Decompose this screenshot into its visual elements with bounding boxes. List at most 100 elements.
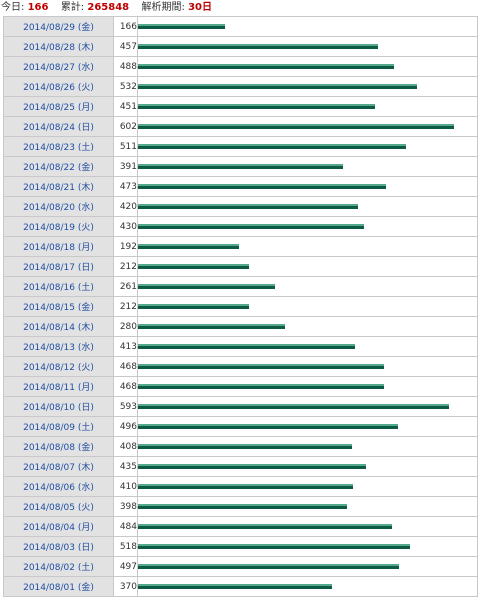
count-cell: 488 (113, 56, 138, 77)
table-row: 2014/08/27 (水) 488 (3, 56, 478, 77)
date-link[interactable]: 2014/08/04 (月) (23, 523, 94, 533)
bar-cell (137, 316, 478, 337)
table-row: 2014/08/24 (日) 602 (3, 116, 478, 137)
today-count: 166 (27, 2, 49, 13)
count-cell: 473 (113, 176, 138, 197)
count-cell: 532 (113, 76, 138, 97)
table-row: 2014/08/19 (火) 430 (3, 216, 478, 237)
period-label: 解析期間: (141, 2, 185, 13)
count-cell: 410 (113, 476, 138, 497)
access-summary: 今日: 166 累計: 265848 解析期間: 30日 (1, 1, 212, 15)
bar-cell (137, 336, 478, 357)
date-link[interactable]: 2014/08/08 (金) (23, 443, 94, 453)
date-link[interactable]: 2014/08/20 (水) (23, 203, 94, 213)
count-cell: 457 (113, 36, 138, 57)
count-cell: 413 (113, 336, 138, 357)
date-link[interactable]: 2014/08/12 (火) (23, 363, 94, 373)
count-bar (138, 204, 358, 209)
count-cell: 261 (113, 276, 138, 297)
date-link[interactable]: 2014/08/06 (水) (23, 483, 94, 493)
bar-cell (137, 36, 478, 57)
date-link[interactable]: 2014/08/03 (日) (23, 543, 94, 553)
bar-cell (137, 416, 478, 437)
date-link[interactable]: 2014/08/23 (土) (23, 143, 94, 153)
count-bar (138, 304, 249, 309)
bar-cell (137, 356, 478, 377)
date-link[interactable]: 2014/08/25 (月) (23, 103, 94, 113)
bar-cell (137, 556, 478, 577)
date-link[interactable]: 2014/08/02 (土) (23, 563, 94, 573)
count-cell: 602 (113, 116, 138, 137)
date-cell: 2014/08/25 (月) (3, 96, 114, 117)
total-label: 累計: (60, 2, 85, 13)
table-row: 2014/08/14 (木) 280 (3, 316, 478, 337)
bar-cell (137, 376, 478, 397)
date-link[interactable]: 2014/08/21 (木) (23, 183, 94, 193)
date-cell: 2014/08/20 (水) (3, 196, 114, 217)
date-link[interactable]: 2014/08/19 (火) (23, 223, 94, 233)
date-link[interactable]: 2014/08/01 (金) (23, 583, 94, 593)
bar-cell (137, 196, 478, 217)
table-row: 2014/08/26 (火) 532 (3, 76, 478, 97)
bar-cell (137, 496, 478, 517)
table-row: 2014/08/17 (日) 212 (3, 256, 478, 277)
bar-cell (137, 456, 478, 477)
count-bar (138, 64, 394, 69)
date-link[interactable]: 2014/08/13 (水) (23, 343, 94, 353)
table-row: 2014/08/12 (火) 468 (3, 356, 478, 377)
date-link[interactable]: 2014/08/05 (火) (23, 503, 94, 513)
date-link[interactable]: 2014/08/11 (月) (23, 383, 94, 393)
bar-cell (137, 96, 478, 117)
count-bar (138, 104, 375, 109)
date-link[interactable]: 2014/08/10 (日) (23, 403, 94, 413)
count-bar (138, 404, 449, 409)
count-bar (138, 504, 347, 509)
table-row: 2014/08/22 (金) 391 (3, 156, 478, 177)
count-cell: 593 (113, 396, 138, 417)
table-row: 2014/08/02 (土) 497 (3, 556, 478, 577)
count-cell: 398 (113, 496, 138, 517)
date-link[interactable]: 2014/08/29 (金) (23, 23, 94, 33)
date-cell: 2014/08/17 (日) (3, 256, 114, 277)
count-cell: 280 (113, 316, 138, 337)
count-cell: 166 (113, 16, 138, 37)
count-bar (138, 324, 285, 329)
count-bar (138, 524, 392, 529)
count-cell: 370 (113, 576, 138, 597)
table-row: 2014/08/13 (水) 413 (3, 336, 478, 357)
bar-cell (137, 156, 478, 177)
date-link[interactable]: 2014/08/14 (木) (23, 323, 94, 333)
count-cell: 435 (113, 456, 138, 477)
date-cell: 2014/08/02 (土) (3, 556, 114, 577)
date-link[interactable]: 2014/08/26 (火) (23, 83, 94, 93)
count-bar (138, 544, 410, 549)
date-link[interactable]: 2014/08/09 (土) (23, 423, 94, 433)
date-link[interactable]: 2014/08/28 (木) (23, 43, 94, 53)
count-cell: 496 (113, 416, 138, 437)
table-row: 2014/08/11 (月) 468 (3, 376, 478, 397)
date-link[interactable]: 2014/08/24 (日) (23, 123, 94, 133)
date-cell: 2014/08/07 (木) (3, 456, 114, 477)
date-cell: 2014/08/06 (水) (3, 476, 114, 497)
date-cell: 2014/08/09 (土) (3, 416, 114, 437)
bar-cell (137, 56, 478, 77)
count-bar (138, 24, 225, 29)
date-link[interactable]: 2014/08/22 (金) (23, 163, 94, 173)
table-row: 2014/08/25 (月) 451 (3, 96, 478, 117)
date-link[interactable]: 2014/08/18 (月) (23, 243, 94, 253)
date-link[interactable]: 2014/08/17 (日) (23, 263, 94, 273)
date-cell: 2014/08/11 (月) (3, 376, 114, 397)
count-bar (138, 284, 275, 289)
date-cell: 2014/08/04 (月) (3, 516, 114, 537)
date-link[interactable]: 2014/08/15 (金) (23, 303, 94, 313)
count-bar (138, 464, 366, 469)
table-row: 2014/08/01 (金) 370 (3, 576, 478, 597)
date-link[interactable]: 2014/08/16 (土) (23, 283, 94, 293)
date-link[interactable]: 2014/08/07 (木) (23, 463, 94, 473)
bar-cell (137, 16, 478, 37)
date-cell: 2014/08/26 (火) (3, 76, 114, 97)
total-count: 265848 (87, 2, 130, 13)
date-link[interactable]: 2014/08/27 (水) (23, 63, 94, 73)
count-bar (138, 344, 355, 349)
table-row: 2014/08/16 (土) 261 (3, 276, 478, 297)
